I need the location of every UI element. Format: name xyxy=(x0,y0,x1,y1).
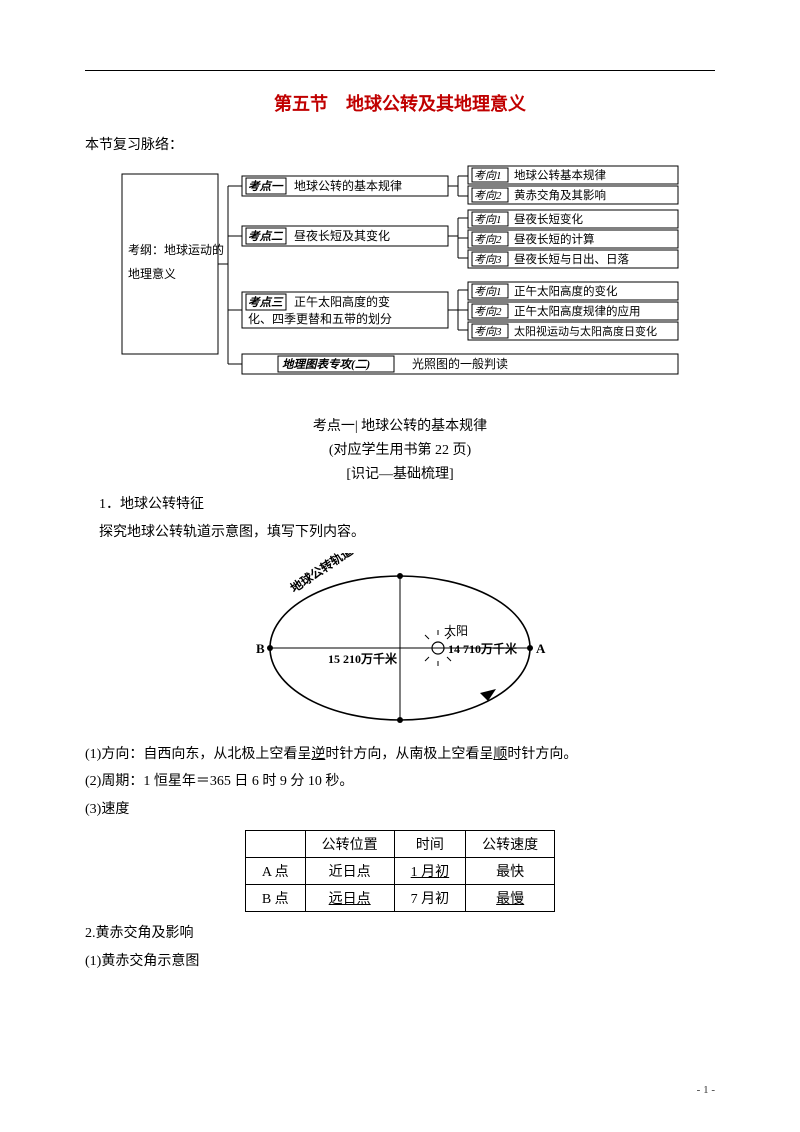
svg-text:考向1: 考向1 xyxy=(474,213,502,226)
th2: 时间 xyxy=(394,830,466,857)
svg-text:考向2: 考向2 xyxy=(474,189,502,202)
svg-text:光照图的一般判读: 光照图的一般判读 xyxy=(412,356,508,371)
cell: A 点 xyxy=(245,857,305,884)
sec1-title: 1．地球公转特征 xyxy=(85,493,715,517)
svg-text:昼夜长短的计算: 昼夜长短的计算 xyxy=(514,232,595,246)
cell: 最快 xyxy=(466,857,555,884)
cell: B 点 xyxy=(245,884,305,911)
svg-text:太阳视运动与太阳高度日变化: 太阳视运动与太阳高度日变化 xyxy=(514,324,657,338)
svg-text:正午太阳高度的变化: 正午太阳高度的变化 xyxy=(514,284,618,298)
q2: (2)周期：1 恒星年＝365 日 6 时 9 分 10 秒。 xyxy=(85,770,715,794)
intro-label: 本节复习脉络： xyxy=(85,134,715,154)
th1: 公转位置 xyxy=(305,830,394,857)
q1: (1)方向：自西向东，从北极上空看呈逆时针方向，从南极上空看呈顺时针方向。 xyxy=(85,743,715,767)
svg-text:考向2: 考向2 xyxy=(474,233,502,246)
svg-text:14 710万千米: 14 710万千米 xyxy=(448,641,518,656)
svg-text:考向3: 考向3 xyxy=(474,253,502,266)
root-l2: 地理意义 xyxy=(128,266,176,281)
cell: 7 月初 xyxy=(394,884,466,911)
subhead-1: 考点一| 地球公转的基本规律 xyxy=(85,415,715,435)
cell: 最慢 xyxy=(466,884,555,911)
svg-text:考向1: 考向1 xyxy=(474,285,502,298)
tree-svg: 考纲：地球运动的 地理意义 考点一 地球公转的基本规律 考向1 地球公转基本规律… xyxy=(120,164,680,396)
table-row: 公转位置 时间 公转速度 xyxy=(245,830,554,857)
svg-text:考向2: 考向2 xyxy=(474,305,502,318)
orbit-figure: 太阳 14 710万千米 15 210万千米 A B 地球公转轨道 xyxy=(240,553,560,733)
svg-text:考向3: 考向3 xyxy=(474,325,502,338)
svg-text:昼夜长短与日出、日落: 昼夜长短与日出、日落 xyxy=(514,252,629,266)
subhead-3: [识记—基础梳理] xyxy=(85,463,715,483)
th0 xyxy=(245,830,305,857)
svg-text:太阳: 太阳 xyxy=(444,623,468,638)
svg-text:考点一: 考点一 xyxy=(248,180,284,193)
q1-u2: 顺 xyxy=(493,747,507,762)
sec2-title: 2.黄赤交角及影响 xyxy=(85,922,715,946)
cell: 1 月初 xyxy=(394,857,466,884)
concept-tree: 考纲：地球运动的 地理意义 考点一 地球公转的基本规律 考向1 地球公转基本规律… xyxy=(120,164,680,401)
root-l1: 考纲：地球运动的 xyxy=(128,242,224,257)
q1-pre: (1)方向：自西向东，从北极上空看呈 xyxy=(85,747,311,762)
header-rule xyxy=(85,70,715,71)
q1-mid: 时针方向，从南极上空看呈 xyxy=(325,747,493,762)
svg-text:地球公转基本规律: 地球公转基本规律 xyxy=(514,168,606,182)
q1-u1: 逆 xyxy=(311,747,325,762)
table-row: A 点 近日点 1 月初 最快 xyxy=(245,857,554,884)
svg-text:地球公转轨道: 地球公转轨道 xyxy=(287,553,355,595)
svg-text:昼夜长短及其变化: 昼夜长短及其变化 xyxy=(294,228,390,243)
svg-text:B: B xyxy=(256,641,265,656)
svg-text:黄赤交角及其影响: 黄赤交角及其影响 xyxy=(514,188,606,202)
q1-post: 时针方向。 xyxy=(507,747,577,762)
svg-text:正午太阳高度的变: 正午太阳高度的变 xyxy=(294,294,390,309)
subhead-2: (对应学生用书第 22 页) xyxy=(85,439,715,459)
svg-text:15 210万千米: 15 210万千米 xyxy=(328,651,398,666)
sec1-prompt: 探究地球公转轨道示意图，填写下列内容。 xyxy=(85,521,715,545)
page-title: 第五节 地球公转及其地理意义 xyxy=(85,90,715,116)
svg-text:地球公转的基本规律: 地球公转的基本规律 xyxy=(294,178,402,193)
page-number: - 1 - xyxy=(697,1084,715,1096)
svg-text:化、四季更替和五带的划分: 化、四季更替和五带的划分 xyxy=(248,311,392,326)
svg-text:昼夜长短变化: 昼夜长短变化 xyxy=(514,212,583,226)
cell: 近日点 xyxy=(305,857,394,884)
table-row: B 点 远日点 7 月初 最慢 xyxy=(245,884,554,911)
svg-text:考点二: 考点二 xyxy=(248,230,284,243)
svg-text:正午太阳高度规律的应用: 正午太阳高度规律的应用 xyxy=(514,304,641,318)
svg-text:地理图表专攻(二): 地理图表专攻(二) xyxy=(282,358,370,371)
svg-text:考向1: 考向1 xyxy=(474,169,502,182)
speed-table: 公转位置 时间 公转速度 A 点 近日点 1 月初 最快 B 点 远日点 7 月… xyxy=(245,830,555,912)
svg-text:A: A xyxy=(536,641,546,656)
th3: 公转速度 xyxy=(466,830,555,857)
q3: (3)速度 xyxy=(85,798,715,822)
cell: 远日点 xyxy=(305,884,394,911)
svg-text:考点三: 考点三 xyxy=(248,296,284,309)
sec2-sub: (1)黄赤交角示意图 xyxy=(85,950,715,974)
